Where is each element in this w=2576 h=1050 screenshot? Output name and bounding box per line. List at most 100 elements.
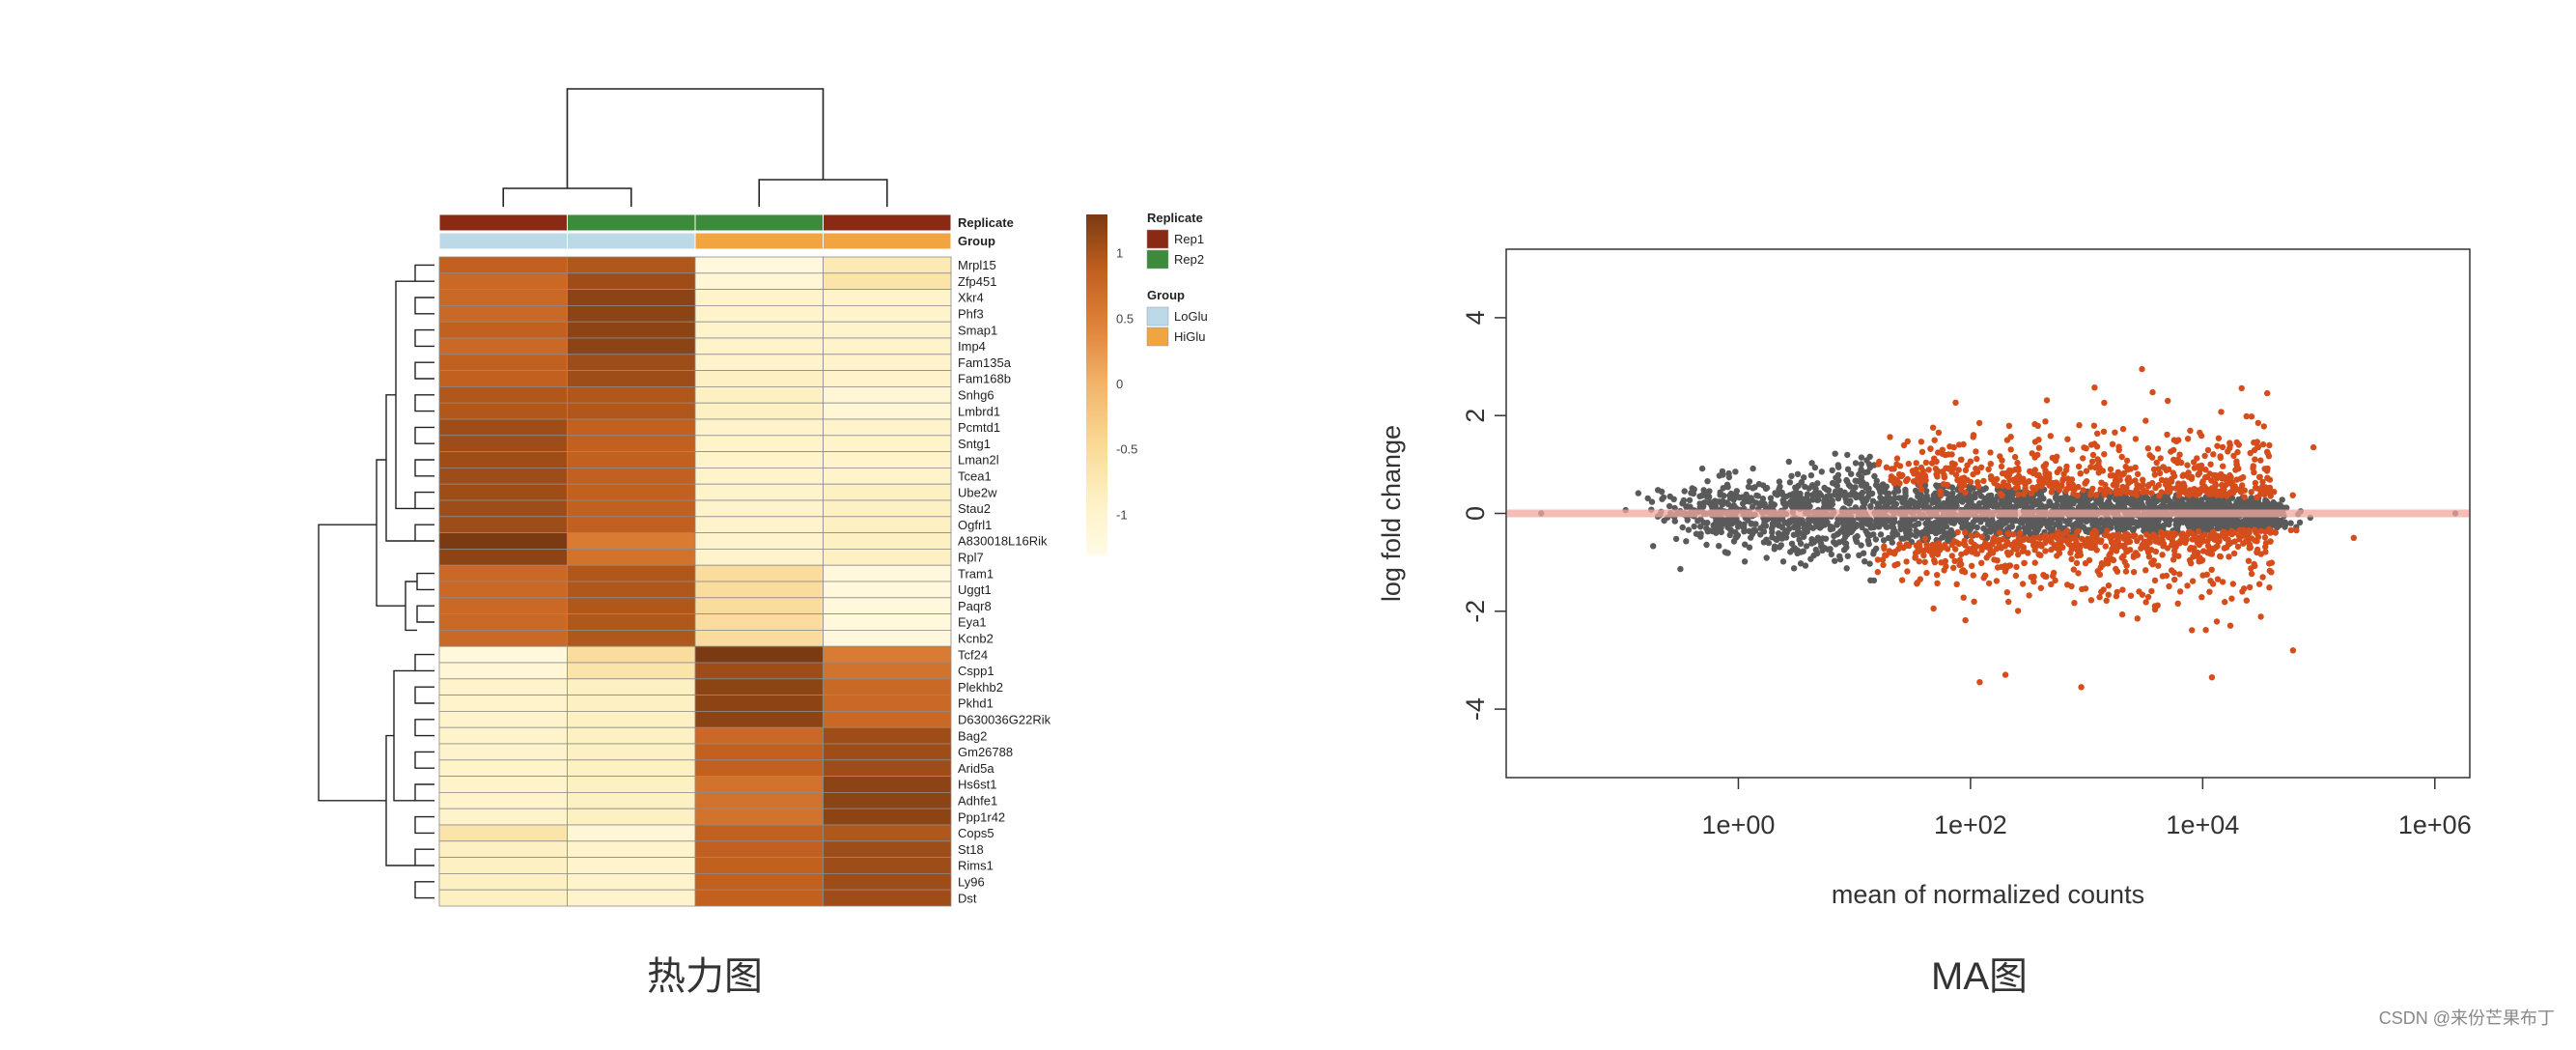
significant-point [2096, 594, 2103, 601]
significant-point [2130, 553, 2138, 560]
point [1857, 521, 1864, 528]
point [1703, 541, 1710, 549]
significant-point [2219, 443, 2226, 451]
significant-point [2057, 484, 2064, 491]
heatmap-cell [694, 889, 824, 907]
point [1795, 482, 1802, 489]
significant-point [1980, 477, 1987, 485]
significant-point [2293, 526, 2300, 534]
significant-point [2031, 486, 2038, 493]
significant-point [2105, 560, 2112, 567]
row-label: Plekhb2 [958, 680, 1003, 695]
significant-point [1920, 547, 1927, 554]
significant-point [1962, 549, 1970, 556]
heatmap-cell [438, 370, 568, 387]
point [1648, 498, 1656, 505]
significant-point [2208, 674, 2216, 681]
significant-point [2003, 437, 2011, 443]
significant-point [2165, 466, 2172, 473]
point [1686, 497, 1694, 503]
significant-point [2113, 490, 2120, 497]
point [1763, 554, 1770, 561]
dendrogram-branch [414, 394, 434, 412]
significant-point [1913, 460, 1919, 467]
significant-point [2132, 464, 2139, 471]
point [1935, 519, 1942, 525]
significant-point [2260, 423, 2267, 430]
heatmap-cell [567, 857, 696, 874]
point [1717, 489, 1723, 496]
significant-point [2075, 463, 2083, 470]
significant-point [2134, 492, 2141, 498]
point [1743, 491, 1750, 498]
point [1661, 517, 1667, 525]
point [2127, 497, 2134, 503]
heatmap-cell [438, 467, 568, 485]
point [2227, 518, 2235, 525]
significant-point [2267, 538, 2274, 545]
point [1683, 503, 1690, 511]
point [1970, 485, 1977, 492]
heatmap-cell [694, 678, 824, 695]
row-label: Adhfe1 [958, 794, 997, 809]
significant-point [1962, 529, 1969, 536]
row-label: Imp4 [958, 339, 986, 354]
point [2046, 525, 2054, 532]
significant-point [2100, 428, 2108, 435]
heatmap-cell [438, 759, 568, 777]
significant-point [1942, 557, 1948, 565]
heatmap-cell [438, 256, 568, 274]
point [1716, 543, 1722, 550]
significant-point [1951, 557, 1958, 564]
point [1757, 499, 1764, 506]
significant-point [2191, 465, 2198, 471]
heatmap-cell [694, 370, 824, 387]
point [2176, 517, 2183, 524]
point [1761, 517, 1768, 524]
significant-point [2262, 484, 2269, 491]
heatmap-cell [694, 581, 824, 599]
significant-point [2002, 671, 2009, 678]
significant-point [2122, 463, 2129, 470]
significant-point [2232, 467, 2239, 473]
significant-point [2234, 543, 2242, 551]
significant-point [2142, 417, 2149, 424]
row-label: Cspp1 [958, 664, 994, 678]
point [2070, 522, 2078, 528]
significant-point [2166, 488, 2172, 495]
heatmap-cell [694, 467, 824, 485]
point [2089, 521, 2096, 528]
significant-point [2164, 545, 2171, 552]
point [1852, 460, 1860, 467]
point [1965, 497, 1972, 505]
point [1718, 528, 1724, 536]
significant-point [2130, 569, 2138, 576]
point [1940, 533, 1947, 540]
point [1877, 494, 1884, 501]
point [1898, 535, 1905, 542]
heatmap-cell [823, 321, 952, 339]
x-tick-label: 1e+02 [1934, 810, 2007, 839]
point [1959, 498, 1966, 505]
point [1867, 577, 1874, 583]
point [2063, 504, 2070, 511]
significant-point [2073, 559, 2081, 567]
point [2058, 497, 2065, 503]
significant-point [1987, 473, 1995, 480]
row-label: Sntg1 [958, 437, 991, 451]
dendrogram-branch [502, 187, 632, 207]
point [1888, 523, 1894, 529]
significant-point [1971, 598, 1977, 605]
heatmap-cell [694, 726, 824, 745]
row-label: Snhg6 [958, 388, 994, 403]
significant-point [2052, 542, 2059, 549]
significant-point [2019, 548, 2027, 554]
point [2233, 501, 2241, 509]
point [1813, 537, 1820, 544]
significant-point [2190, 553, 2197, 560]
heatmap-cell [438, 889, 568, 907]
significant-point [2195, 549, 2201, 556]
point [1672, 535, 1680, 543]
heatmap-cell [438, 695, 568, 712]
heatmap-cell [438, 272, 568, 290]
